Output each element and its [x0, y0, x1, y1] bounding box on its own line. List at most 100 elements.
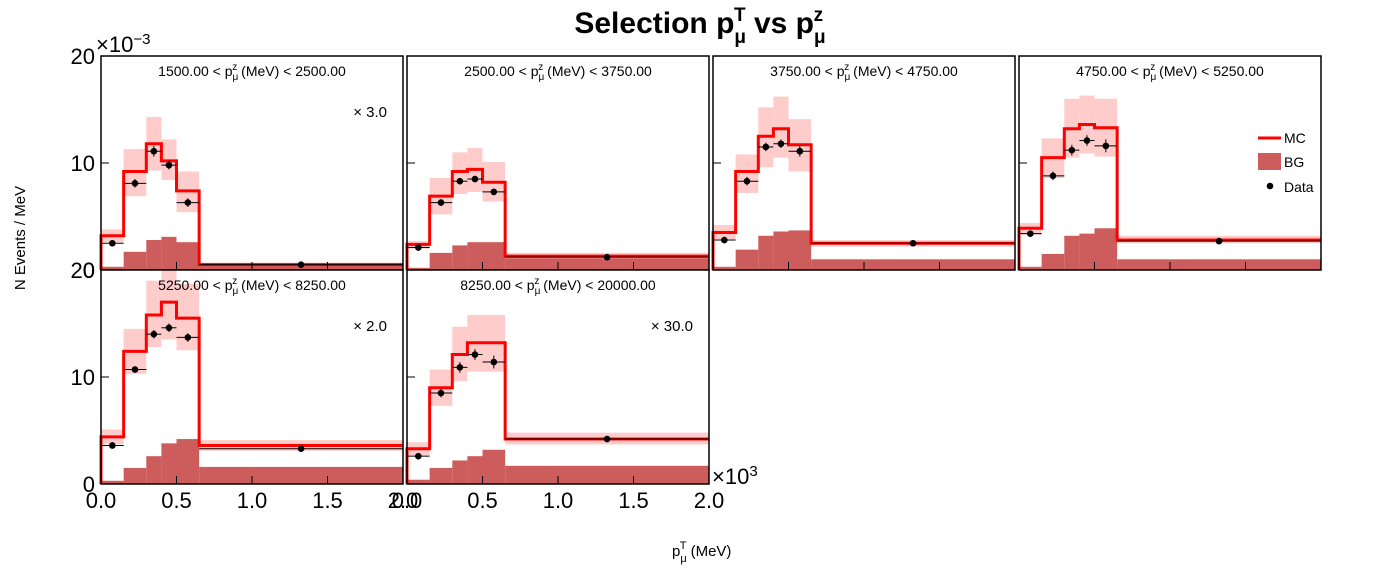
- panel-label: 5250.00 < pμz (MeV) < 8250.00: [158, 276, 346, 297]
- x-tick-label: 1.0: [543, 488, 574, 513]
- panel-label: 4750.00 < pμz (MeV) < 5250.00: [1076, 62, 1264, 83]
- bg-bar: [467, 456, 483, 484]
- data-point: [109, 442, 116, 449]
- bg-bar: [467, 242, 483, 270]
- bg-bar: [146, 240, 162, 270]
- data-point: [150, 330, 158, 338]
- bg-bar: [505, 465, 709, 484]
- legend-mc-label: MC: [1284, 130, 1306, 146]
- panel-5: 5250.00 < pμz (MeV) < 8250.00 × 2.0: [99, 269, 404, 485]
- x-axis-title: pμT (MeV): [672, 540, 731, 565]
- bg-bar: [1041, 253, 1065, 270]
- bg-bar: [176, 439, 200, 484]
- mc-line: [99, 300, 403, 484]
- data-point: [603, 435, 611, 443]
- x-tick-label: 2.0: [388, 488, 419, 513]
- bg-bar: [429, 252, 453, 270]
- data-point: [297, 445, 305, 452]
- bg-bar: [176, 242, 200, 270]
- legend-data-marker: [1266, 182, 1274, 190]
- bg-bar: [407, 479, 430, 484]
- data-point: [743, 177, 751, 185]
- x-tick-label: 1.5: [618, 488, 649, 513]
- data-point: [1215, 237, 1223, 245]
- bg-bar: [788, 230, 812, 270]
- mc-line: [711, 127, 1015, 270]
- y-tick-label: 10: [71, 365, 95, 390]
- bg-bar: [758, 235, 774, 270]
- y-tick-label: 20: [71, 258, 95, 283]
- data-point: [1083, 137, 1091, 144]
- data-point: [437, 199, 445, 206]
- bg-bar: [773, 231, 789, 270]
- panel-label: 2500.00 < pμz (MeV) < 3750.00: [464, 62, 652, 83]
- panel-6: 8250.00 < pμz (MeV) < 20000.00 × 30.0: [405, 269, 710, 485]
- data-point: [297, 261, 305, 268]
- x-exponent-label: ×103: [712, 463, 758, 489]
- mc-line: [1017, 122, 1321, 270]
- data-point: [471, 351, 479, 358]
- bg-bar: [1094, 228, 1118, 270]
- data-point: [909, 239, 917, 247]
- data-point: [184, 199, 192, 206]
- data-point: [1049, 172, 1057, 180]
- mc-line: [405, 341, 709, 484]
- figure-title: Selection pμT vs pμz: [574, 5, 825, 48]
- bg-bar: [199, 466, 403, 484]
- legend-bg-swatch: [1258, 153, 1281, 170]
- bg-bar: [811, 259, 1015, 270]
- y-axis-title: N Events / MeV: [12, 186, 29, 290]
- bg-bar: [123, 251, 147, 270]
- bg-bar: [101, 266, 124, 270]
- data-point: [796, 147, 804, 155]
- data-point: [721, 236, 728, 244]
- data-point: [437, 389, 445, 397]
- bg-bar: [713, 266, 736, 270]
- bg-bar: [429, 467, 453, 484]
- x-tick-label: 1.5: [312, 488, 343, 513]
- panel-scale-factor: × 3.0: [353, 104, 387, 121]
- bg-bar: [146, 456, 162, 484]
- legend: MC BG Data: [1258, 130, 1314, 195]
- y-tick-label: 0: [83, 472, 95, 497]
- bg-bar: [161, 443, 177, 484]
- y-tick-label: 20: [71, 44, 95, 69]
- panel-scale-factor: × 2.0: [353, 318, 387, 335]
- mc-line: [405, 167, 709, 270]
- bg-bar: [161, 236, 177, 270]
- bg-bar: [452, 460, 468, 484]
- data-point: [184, 334, 192, 341]
- panel-grid: 1500.00 < pμz (MeV) < 2500.00 × 3.0 2500.0…: [99, 55, 1322, 485]
- data-point: [131, 180, 139, 187]
- bg-bar: [101, 480, 124, 484]
- data-point: [150, 147, 158, 155]
- mc-band-bin: [773, 96, 789, 158]
- panel-2: 2500.00 < pμz (MeV) < 3750.00: [405, 55, 710, 271]
- bg-bar: [735, 249, 759, 270]
- mc-line: [99, 142, 403, 270]
- data-point: [762, 143, 770, 151]
- data-point: [456, 364, 464, 371]
- y-tick-label: 0: [83, 258, 95, 283]
- panel-scale-factor: × 30.0: [651, 318, 693, 335]
- bg-bar: [1117, 259, 1321, 270]
- data-point: [415, 452, 422, 460]
- bg-bar: [482, 449, 506, 484]
- bg-bar: [1079, 233, 1095, 270]
- data-point: [1102, 142, 1110, 150]
- x-tick-label: 0.0: [86, 488, 117, 513]
- panel-3: 3750.00 < pμz (MeV) < 4750.00: [711, 55, 1016, 271]
- data-point: [777, 140, 785, 148]
- panel-1: 1500.00 < pμz (MeV) < 2500.00 × 3.0: [99, 55, 404, 271]
- panel-label: 3750.00 < pμz (MeV) < 4750.00: [770, 62, 958, 83]
- data-point: [490, 358, 498, 366]
- data-point: [456, 177, 464, 185]
- bg-bar: [1064, 235, 1080, 270]
- data-point: [490, 188, 498, 196]
- y-exponent-label: ×10−3: [96, 31, 150, 57]
- data-point: [165, 324, 173, 332]
- data-point: [1027, 230, 1034, 237]
- legend-data-label: Data: [1284, 179, 1314, 195]
